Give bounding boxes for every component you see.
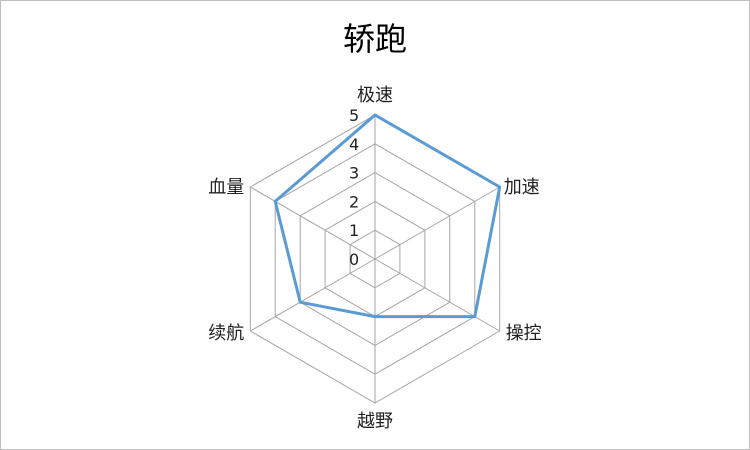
axis-label-极速: 极速 [357,85,393,106]
tick-label-2: 2 [349,192,359,211]
tick-label-5: 5 [349,106,359,125]
radar-spokes [250,115,500,403]
radar-series [273,113,502,319]
radar-tick-labels: 0 1 2 3 4 5 [349,106,359,269]
spoke-2 [374,258,500,332]
axis-label-续航: 续航 [208,323,244,344]
axis-label-越野: 越野 [357,411,393,432]
tick-label-3: 3 [349,164,359,183]
tick-label-1: 1 [349,221,359,240]
series-line-0 [273,113,502,319]
spoke-5 [250,186,376,260]
axis-label-加速: 加速 [504,177,540,198]
axis-label-操控: 操控 [506,323,542,344]
spoke-4 [250,258,376,332]
spoke-1 [374,186,500,260]
chart-title: 轿跑 [342,20,407,58]
tick-label-4: 4 [349,135,359,154]
tick-label-0: 0 [349,250,359,269]
axis-label-血量: 血量 [208,177,244,198]
